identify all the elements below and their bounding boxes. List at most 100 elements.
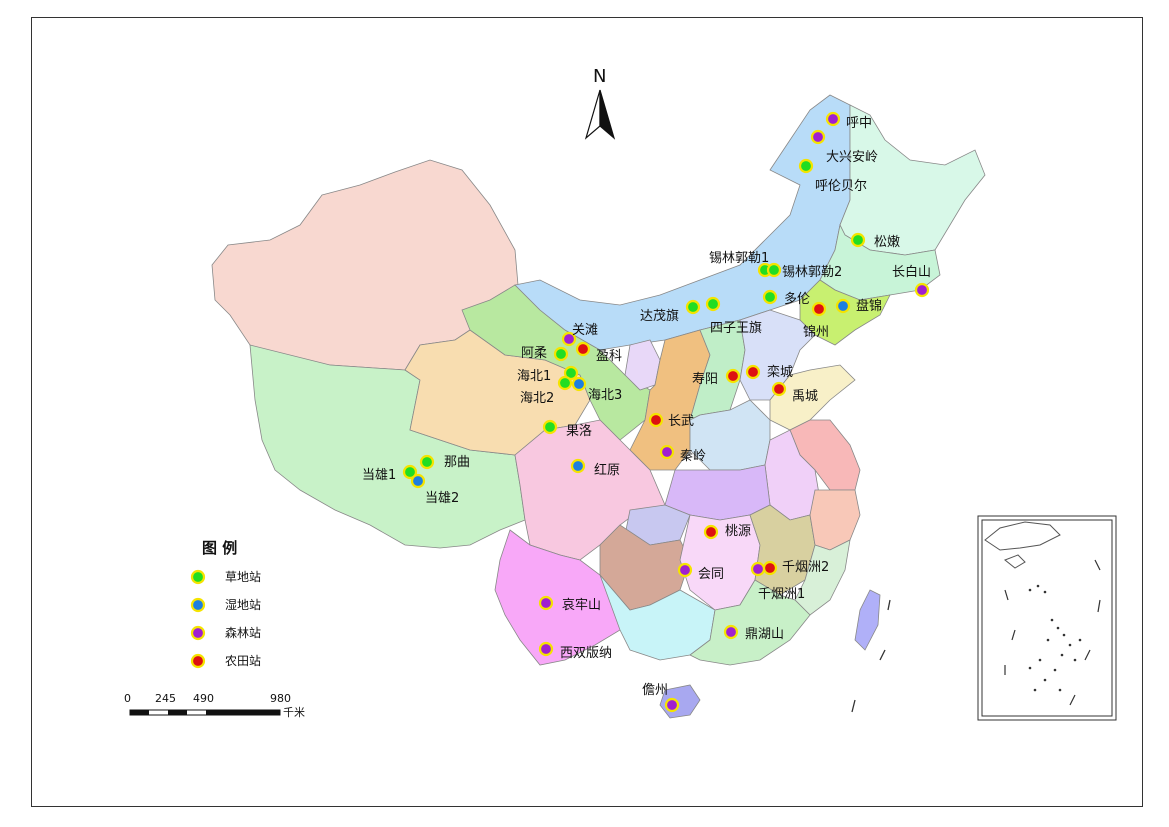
province-yunnan: [494, 529, 631, 666]
station-18: 海北3: [571, 376, 622, 403]
legend-marker: [190, 597, 206, 613]
station-label: 会同: [698, 567, 724, 582]
station-label: 盈科: [596, 349, 622, 364]
station-marker: [766, 262, 782, 278]
station-marker: [659, 444, 675, 460]
dash-lines: [851, 599, 891, 713]
station-8: 多伦: [762, 289, 810, 307]
station-17: 海北2: [520, 375, 573, 406]
station-2: 大兴安岭: [810, 129, 878, 165]
station-label: 松嫩: [874, 235, 900, 250]
scale-tick-3: 980: [270, 692, 291, 705]
station-16: 海北1: [517, 365, 579, 384]
north-label: N: [593, 66, 606, 87]
station-11: 达茂旗: [640, 299, 701, 324]
north-arrow: N: [584, 66, 616, 140]
station-label: 达茂旗: [640, 308, 679, 324]
station-13: 关滩: [561, 323, 598, 347]
station-label: 禹城: [792, 389, 818, 404]
station-marker: [410, 473, 426, 489]
legend-title: 图 例: [202, 539, 237, 557]
station-label: 当雄1: [362, 468, 396, 483]
station-label: 红原: [594, 462, 620, 478]
station-label: 海北2: [520, 391, 554, 406]
station-marker: [419, 454, 435, 470]
station-label: 呼伦贝尔: [815, 179, 867, 194]
legend-label: 草地站: [225, 570, 261, 584]
legend-marker: [190, 569, 206, 585]
station-marker: [571, 376, 587, 392]
station-label: 哀牢山: [562, 598, 601, 613]
station-label: 栾城: [767, 364, 793, 380]
station-label: 阿柔: [521, 346, 547, 361]
station-marker: [914, 282, 930, 298]
station-label: 鼎湖山: [745, 627, 784, 642]
station-marker: [810, 129, 826, 145]
station-marker: [685, 299, 701, 315]
station-label: 千烟洲2: [782, 560, 829, 575]
station-marker: [705, 296, 721, 312]
station-marker: [825, 111, 841, 127]
map-frame: [31, 17, 1143, 807]
province-zhejiang: [809, 489, 861, 551]
station-label: 盘锦: [856, 298, 882, 314]
legend-marker: [190, 653, 206, 669]
station-33: 哀牢山: [538, 595, 601, 613]
station-36: 儋州: [642, 683, 680, 713]
station-marker: [703, 524, 719, 540]
station-marker: [762, 289, 778, 305]
station-label: 寿阳: [692, 372, 718, 387]
station-31: 千烟洲2: [762, 560, 829, 576]
province-taiwan: [854, 589, 881, 651]
station-marker: [677, 562, 693, 578]
station-28: 当雄2: [410, 473, 459, 506]
station-3: 呼伦贝尔: [798, 158, 867, 194]
station-12: 四子王旗: [705, 296, 762, 336]
station-6: 锡林郭勒2: [766, 262, 842, 280]
station-1: 呼中: [825, 111, 872, 131]
station-15: 阿柔: [521, 346, 569, 362]
station-32: 千烟洲1: [750, 561, 805, 602]
station-label: 当雄2: [425, 491, 459, 506]
province-heilongjiang: [839, 104, 986, 256]
station-marker: [835, 298, 851, 314]
station-30: 会同: [677, 562, 724, 582]
station-27: 当雄1: [362, 464, 418, 483]
station-marker: [575, 341, 591, 357]
station-label: 锦州: [803, 325, 829, 340]
station-35: 西双版纳: [538, 641, 612, 661]
station-marker: [762, 560, 778, 576]
station-label: 长白山: [892, 264, 931, 280]
station-label: 儋州: [642, 683, 668, 698]
station-4: 松嫩: [850, 232, 900, 250]
province-layer: [211, 94, 986, 719]
station-label: 那曲: [444, 455, 470, 470]
station-marker: [538, 595, 554, 611]
legend-label: 森林站: [225, 625, 261, 640]
station-label: 千烟洲1: [758, 587, 805, 602]
station-marker: [563, 365, 579, 381]
station-label: 果洛: [566, 424, 592, 439]
station-marker: [723, 624, 739, 640]
scale-tick-2: 490: [193, 692, 214, 705]
station-marker: [538, 641, 554, 657]
station-marker: [557, 375, 573, 391]
station-label: 海北3: [588, 388, 622, 403]
station-label: 海北1: [517, 369, 551, 384]
scale-tick-0: 0: [124, 692, 131, 705]
station-label: 秦岭: [680, 449, 706, 464]
legend-label: 湿地站: [225, 597, 261, 612]
station-marker: [542, 419, 558, 435]
station-marker: [725, 368, 741, 384]
station-14: 盈科: [575, 341, 622, 364]
station-marker: [570, 458, 586, 474]
station-marker: [664, 697, 680, 713]
legend-marker: [190, 625, 206, 641]
station-label: 大兴安岭: [826, 150, 878, 165]
station-9: 盘锦: [835, 298, 882, 314]
station-marker: [811, 301, 827, 317]
station-label: 多伦: [784, 291, 810, 307]
